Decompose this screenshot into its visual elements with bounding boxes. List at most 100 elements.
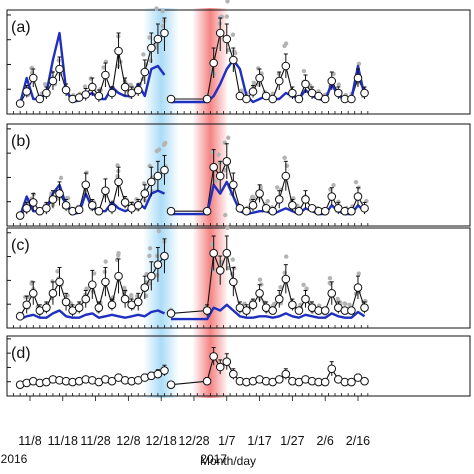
data-point: [327, 192, 337, 201]
data-point: [202, 206, 212, 216]
data-point: [215, 28, 225, 38]
data-point: [42, 303, 51, 312]
obs-dot: [147, 246, 153, 251]
data-point: [74, 303, 84, 312]
obs-dot: [84, 286, 89, 292]
data-point: [347, 206, 356, 216]
data-point: [74, 205, 84, 215]
data-point: [294, 94, 304, 104]
data-point: [61, 201, 71, 210]
data-point: [107, 300, 117, 310]
obs-dot: [129, 294, 134, 299]
data-point: [55, 277, 64, 287]
obs-dot: [282, 155, 287, 160]
data-point: [360, 303, 369, 312]
data-point: [281, 171, 291, 181]
obs-dot: [230, 32, 236, 37]
data-point: [120, 198, 130, 207]
obs-dot: [224, 14, 229, 19]
data-point: [255, 189, 264, 198]
obs-dot: [56, 58, 62, 63]
obs-dot: [160, 8, 166, 14]
panel-b: (b): [6, 123, 471, 227]
data-point: [133, 297, 143, 307]
data-point: [35, 94, 45, 104]
data-point: [22, 87, 32, 96]
data-point: [229, 369, 238, 379]
obs-dot: [301, 68, 307, 74]
data-point: [288, 88, 297, 98]
panel-a: (a): [6, 0, 471, 115]
data-point: [147, 43, 156, 53]
data-point: [166, 94, 176, 104]
data-point: [268, 94, 278, 104]
data-point: [160, 28, 169, 38]
obs-dot: [278, 285, 283, 290]
obs-dot: [304, 286, 309, 291]
data-point: [114, 177, 123, 187]
data-point: [48, 289, 58, 298]
year-label: 2016: [1, 452, 28, 466]
obs-dot: [257, 277, 263, 282]
data-point: [101, 186, 110, 195]
obs-dot: [353, 179, 359, 185]
data-point: [274, 294, 284, 304]
data-point: [140, 283, 150, 292]
data-point: [353, 373, 363, 382]
data-point: [320, 377, 330, 387]
obs-dot: [225, 225, 230, 230]
data-point: [288, 201, 297, 210]
obs-dot: [225, 0, 230, 4]
obs-dot: [147, 35, 152, 40]
data-point: [101, 70, 110, 80]
panel-label: (a): [11, 19, 31, 36]
data-point: [360, 376, 369, 386]
data-point: [353, 283, 363, 292]
data-point: [55, 189, 64, 198]
data-point: [147, 177, 156, 187]
data-point: [120, 294, 130, 304]
data-point: [274, 195, 284, 204]
obs-dot: [226, 135, 231, 140]
obs-dot: [327, 276, 333, 281]
data-point: [81, 90, 91, 99]
data-point: [88, 201, 97, 210]
data-point: [320, 306, 330, 315]
x-tick-label: 11/8: [18, 434, 41, 448]
panel-c: (c): [6, 212, 471, 329]
obs-dot: [272, 301, 277, 306]
model-line: [19, 309, 165, 321]
obs-dot: [283, 41, 289, 46]
obs-dot: [55, 269, 60, 274]
data-point: [160, 165, 169, 175]
data-point: [353, 73, 363, 83]
data-point: [215, 266, 225, 275]
data-point: [229, 277, 238, 287]
data-point: [107, 376, 117, 386]
data-point: [255, 73, 264, 83]
data-point: [347, 377, 356, 387]
x-tick-label: 2/16: [346, 434, 370, 448]
data-point: [61, 297, 71, 307]
model-line: [171, 303, 366, 321]
data-point: [140, 67, 150, 77]
data-point: [274, 375, 284, 384]
x-tick-label: 12/8: [116, 434, 140, 448]
data-point: [153, 34, 163, 44]
panel-d: (d): [6, 335, 471, 397]
data-point: [209, 162, 218, 172]
obs-dot: [154, 253, 160, 259]
data-point: [202, 376, 212, 386]
data-point: [215, 171, 225, 181]
data-point: [107, 203, 117, 213]
data-point: [229, 180, 238, 190]
data-point: [202, 306, 212, 315]
data-point: [281, 61, 291, 71]
x-tick-label: 2/6: [316, 434, 333, 448]
obs-dot: [154, 6, 159, 11]
panel-label: (b): [11, 133, 31, 150]
data-point: [22, 203, 32, 213]
obs-dot: [101, 65, 106, 70]
obs-dot: [248, 197, 254, 203]
